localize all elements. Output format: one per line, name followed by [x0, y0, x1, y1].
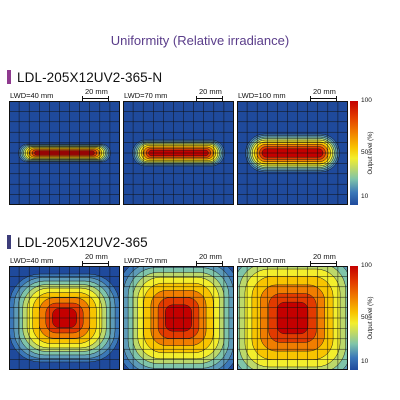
map-frame: [9, 266, 120, 370]
map-frame: [237, 101, 348, 205]
section-header-std: LDL-205X12UV2-365: [7, 234, 148, 250]
panel-label: LWD=40 mm: [10, 91, 54, 100]
section-marker: [7, 70, 11, 84]
colorbar-tick: 10: [361, 358, 369, 365]
colorbar-tick: 100: [361, 262, 372, 269]
colorbar-tick: 50: [361, 149, 369, 156]
map-frame: [123, 101, 234, 205]
panel-label: LWD=100 mm: [238, 91, 286, 100]
scale-bar: [82, 96, 109, 101]
map-frame: [123, 266, 234, 370]
scale-bar-label: 20 mm: [313, 252, 336, 261]
panel-label: LWD=70 mm: [124, 91, 168, 100]
irradiance-map-std-lwd100: [237, 266, 348, 370]
scale-bar-label: 20 mm: [199, 252, 222, 261]
colorbar: [350, 266, 358, 370]
section-title: LDL-205X12UV2-365: [17, 234, 148, 250]
scale-bar-label: 20 mm: [85, 252, 108, 261]
colorbar: [350, 101, 358, 205]
section-header-n: LDL-205X12UV2-365-N: [7, 69, 162, 85]
scale-bar: [196, 261, 223, 266]
scale-bar-label: 20 mm: [199, 87, 222, 96]
irradiance-map-n-lwd40: [9, 101, 120, 205]
colorbar-tick: 100: [361, 97, 372, 104]
scale-bar: [196, 96, 223, 101]
colorbar-tick: 50: [361, 314, 369, 321]
colorbar-title: Output level (%): [368, 296, 374, 340]
irradiance-map-std-lwd70: [123, 266, 234, 370]
scale-bar: [310, 261, 337, 266]
colorbar-title: Output level (%): [368, 131, 374, 175]
scale-bar: [82, 261, 109, 266]
map-frame: [237, 266, 348, 370]
scale-bar-label: 20 mm: [85, 87, 108, 96]
map-frame: [9, 101, 120, 205]
panel-label: LWD=70 mm: [124, 256, 168, 265]
irradiance-map-n-lwd70: [123, 101, 234, 205]
section-title: LDL-205X12UV2-365-N: [17, 69, 163, 85]
scale-bar: [310, 96, 337, 101]
section-marker: [7, 235, 11, 249]
page-title: Uniformity (Relative irradiance): [110, 33, 290, 48]
colorbar-tick: 10: [361, 193, 369, 200]
irradiance-map-n-lwd100: [237, 101, 348, 205]
panel-label: LWD=40 mm: [10, 256, 54, 265]
panel-label: LWD=100 mm: [238, 256, 286, 265]
scale-bar-label: 20 mm: [313, 87, 336, 96]
irradiance-map-std-lwd40: [9, 266, 120, 370]
